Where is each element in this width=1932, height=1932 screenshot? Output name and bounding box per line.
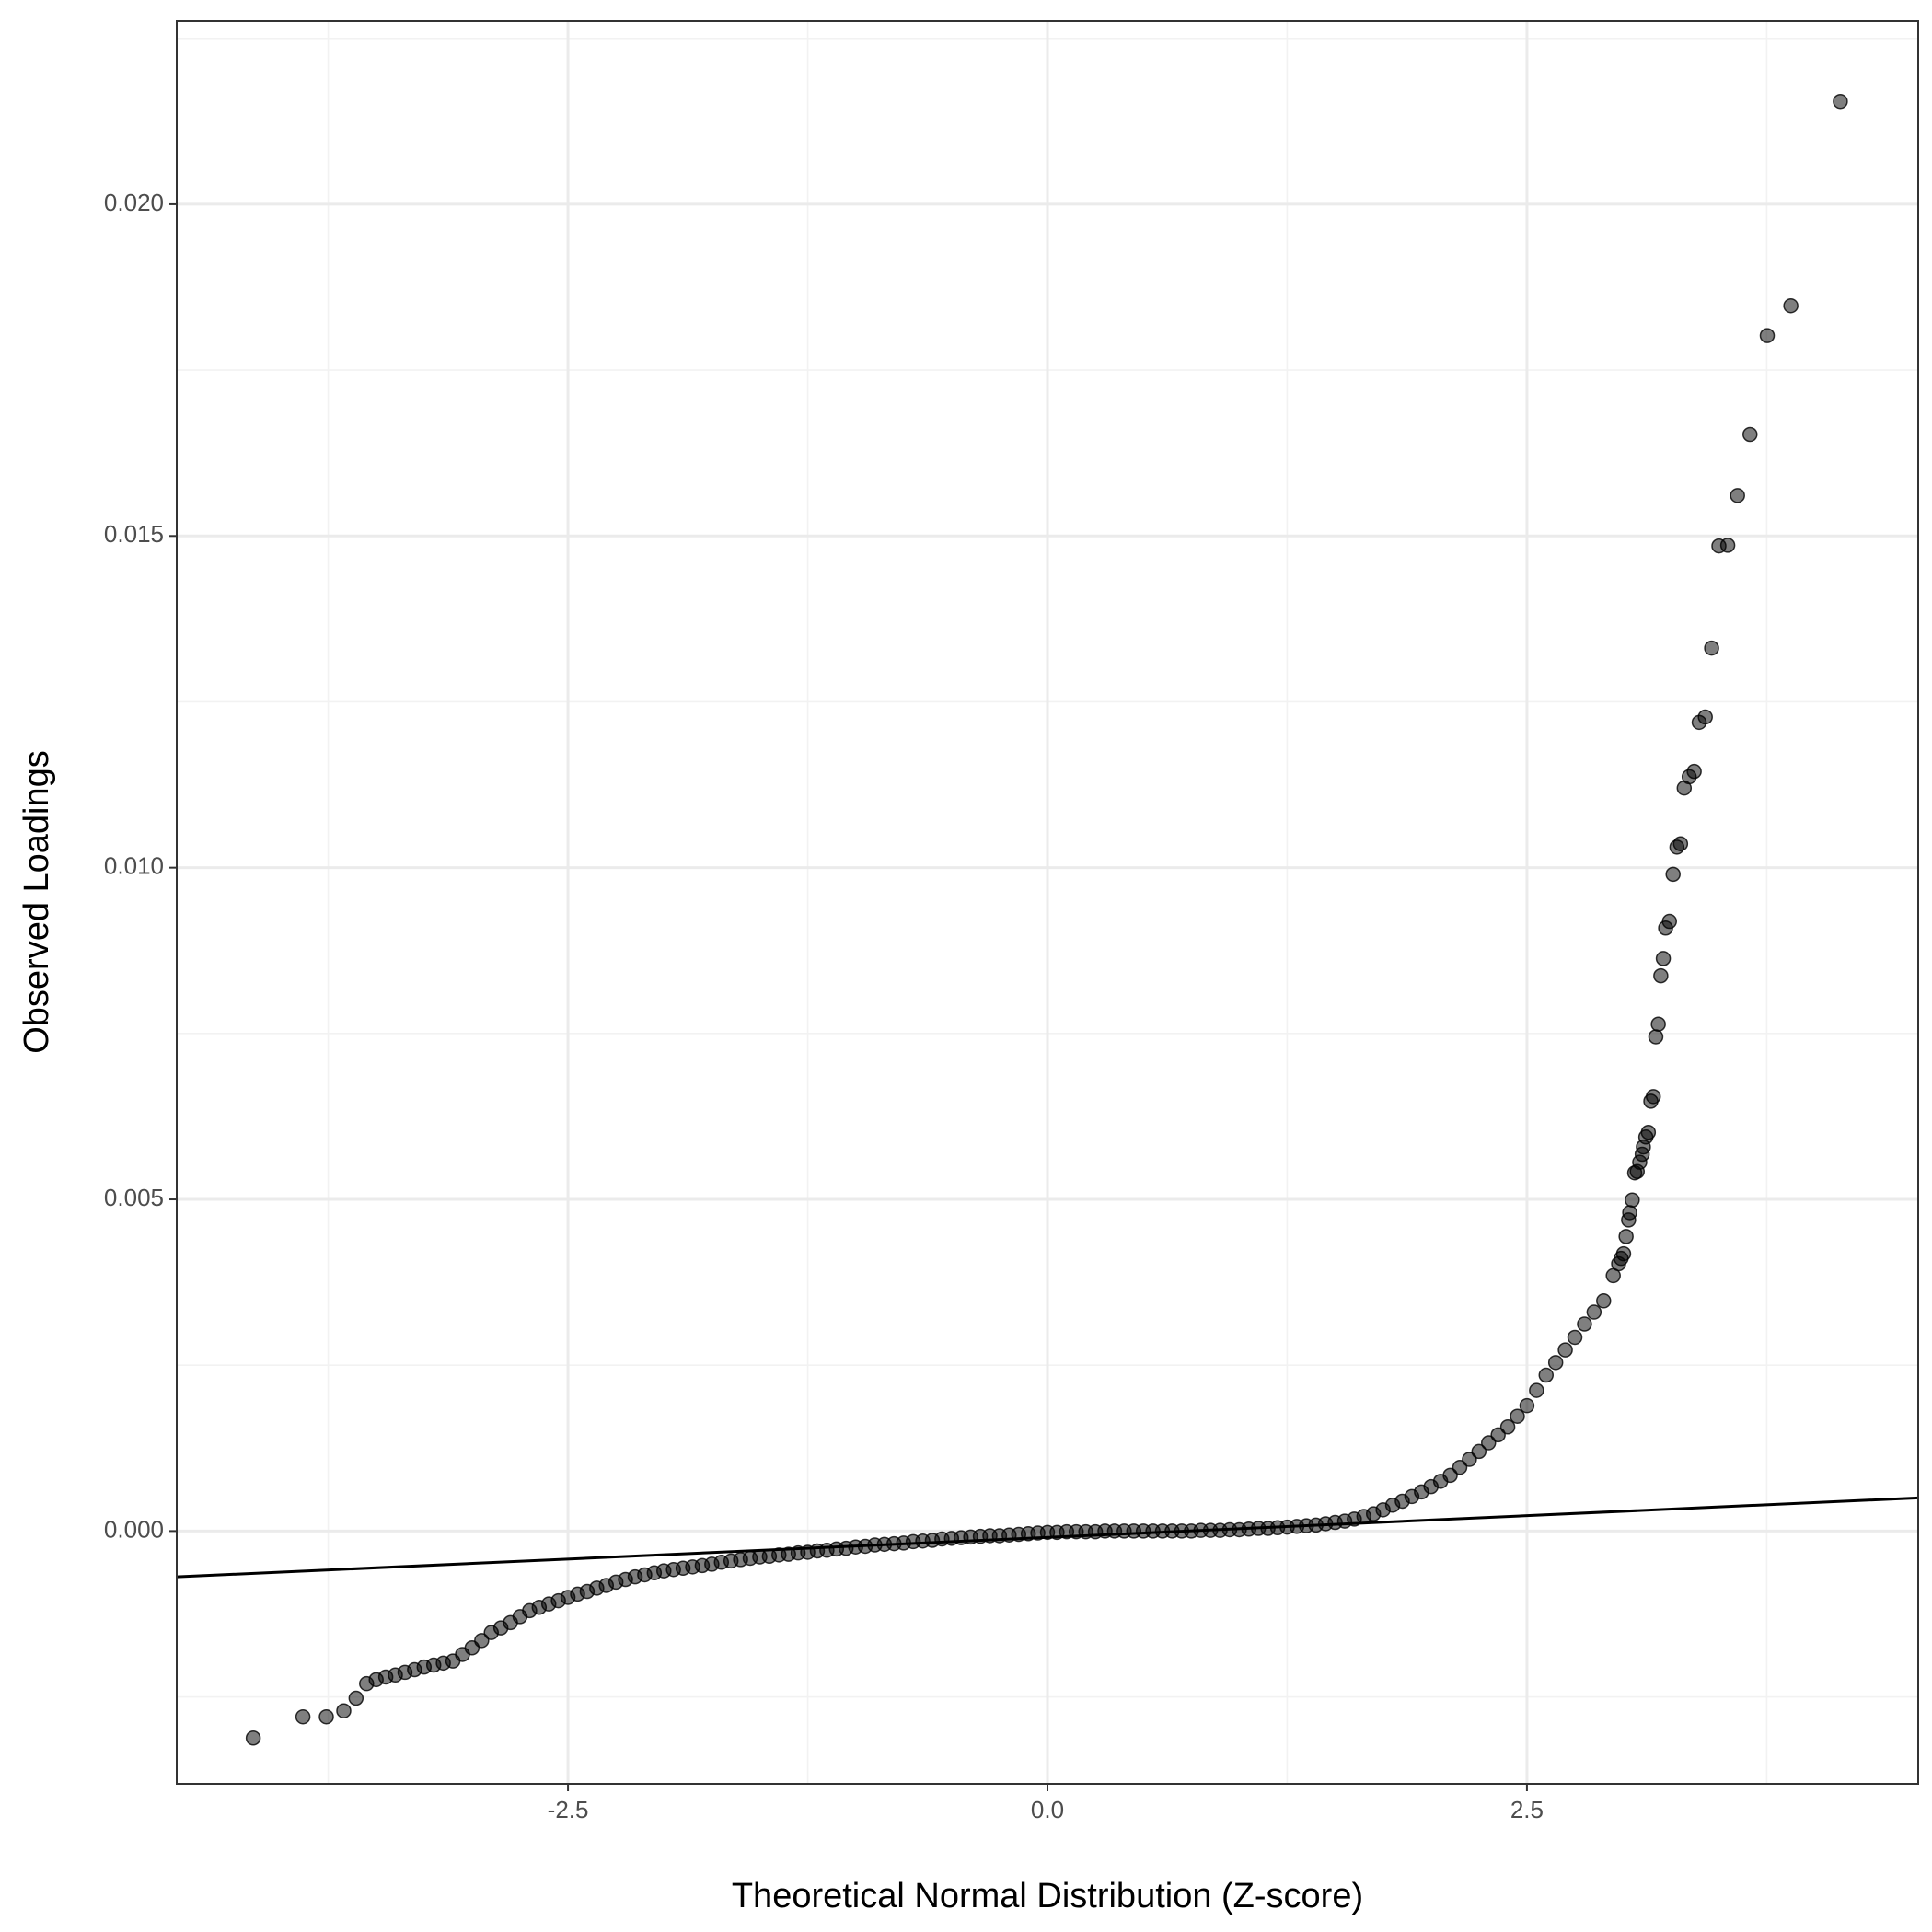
point (1452, 1459, 1468, 1475)
reference-line (177, 1496, 1918, 1579)
point (1730, 488, 1745, 503)
point (1462, 1452, 1477, 1467)
point (1481, 1435, 1497, 1451)
point (1640, 1124, 1657, 1140)
point (1519, 1397, 1535, 1414)
point (1442, 1467, 1458, 1484)
point (1615, 1245, 1632, 1262)
point (1719, 538, 1736, 553)
point (1586, 1304, 1602, 1320)
point (474, 1633, 490, 1649)
point (1759, 328, 1776, 343)
plot-area (177, 93, 1918, 1746)
x-tick-label: 0.0 (1031, 1796, 1064, 1823)
point (1653, 967, 1669, 984)
point (1547, 1355, 1564, 1371)
x-axis-title: Theoretical Normal Distribution (Z-score… (732, 1877, 1363, 1915)
point (1742, 426, 1758, 443)
point (348, 1690, 364, 1706)
point (1499, 1418, 1516, 1435)
point (1783, 297, 1799, 314)
y-tick-label: 0.000 (104, 1515, 164, 1543)
point (1567, 1329, 1583, 1346)
y-axis-title: Observed Loadings (17, 750, 56, 1054)
point (1471, 1443, 1487, 1460)
point (1686, 763, 1702, 780)
point (245, 1730, 261, 1746)
point (1704, 640, 1719, 656)
point (1655, 951, 1672, 966)
point (336, 1703, 352, 1718)
point (1529, 1382, 1544, 1398)
point (1618, 1229, 1634, 1244)
point (1577, 1316, 1592, 1332)
point (1510, 1408, 1525, 1424)
x-tick-label: 2.5 (1510, 1796, 1544, 1823)
point (1625, 1192, 1640, 1209)
y-tick-label: 0.015 (104, 520, 164, 548)
point (1697, 709, 1713, 725)
y-tick-label: 0.005 (104, 1184, 164, 1211)
point (1622, 1205, 1637, 1221)
point (1490, 1427, 1506, 1443)
point (1648, 1029, 1664, 1045)
point (1538, 1367, 1555, 1383)
point (1557, 1342, 1573, 1358)
point (1645, 1089, 1661, 1105)
point (1661, 913, 1677, 930)
x-tick-label: -2.5 (548, 1796, 589, 1823)
y-tick-label: 0.020 (104, 189, 164, 216)
point (1672, 836, 1689, 851)
point (1665, 866, 1681, 883)
point (295, 1708, 311, 1725)
point (318, 1708, 334, 1725)
axes: -2.5 0.0 2.5 0.000 0.005 0.010 0.015 0.020 (104, 189, 1544, 1823)
point (1833, 93, 1848, 110)
point (1596, 1293, 1612, 1309)
point (1650, 1016, 1666, 1033)
y-tick-label: 0.010 (104, 852, 164, 880)
